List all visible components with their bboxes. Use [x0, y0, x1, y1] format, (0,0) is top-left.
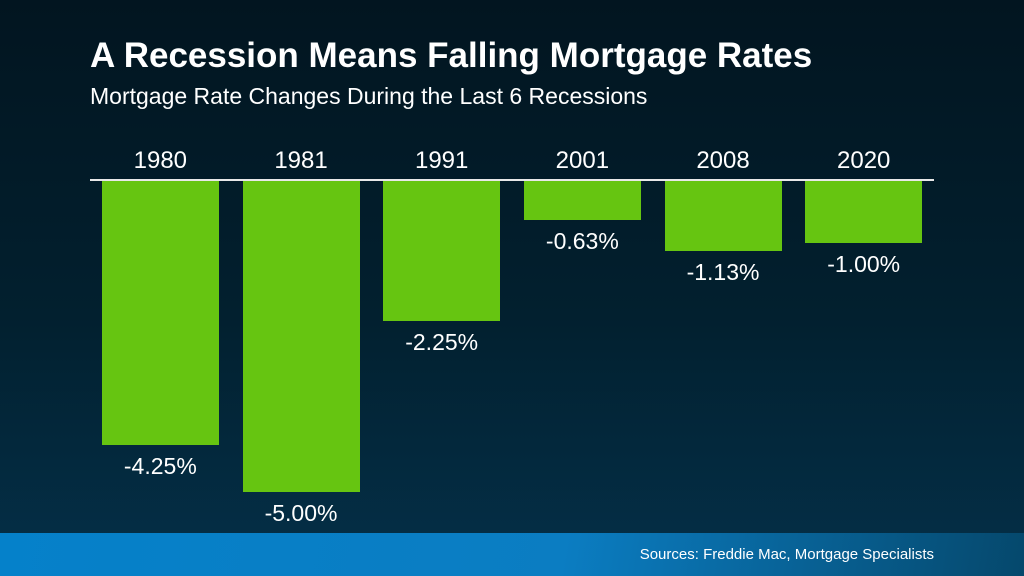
- value-label: -1.00%: [827, 251, 901, 277]
- value-label: -2.25%: [405, 329, 479, 355]
- bar: [523, 181, 641, 220]
- value-label: -1.13%: [686, 259, 760, 285]
- baseline-axis: [90, 179, 934, 181]
- value-label: -5.00%: [264, 500, 338, 526]
- bars-row: -4.25% -5.00% -2.25% -0.63% -1.13% -1.00%: [90, 181, 934, 527]
- years-row: 1980 1981 1991 2001 2008 2020: [90, 145, 934, 177]
- category-label: 2020: [837, 147, 891, 174]
- value-label: -4.25%: [123, 453, 197, 479]
- bar-group: -0.63%: [512, 181, 653, 255]
- bar: [383, 181, 501, 321]
- bar-group: -1.00%: [793, 181, 934, 278]
- category-label: 2008: [696, 147, 750, 174]
- bar: [805, 181, 923, 243]
- bar-group: -4.25%: [90, 181, 231, 480]
- bar-chart: 1980 1981 1991 2001 2008 2020 -4.25% -5.00% -2.…: [90, 145, 934, 527]
- slide-subtitle: Mortgage Rate Changes During the Last 6 …: [90, 83, 648, 109]
- category-label: 1980: [133, 147, 188, 174]
- bar: [242, 181, 360, 492]
- bar-group: -2.25%: [371, 181, 512, 356]
- bar: [664, 181, 782, 251]
- category-label: 2001: [555, 147, 610, 174]
- footer-bar: Sources: Freddie Mac, Mortgage Specialis…: [0, 533, 1024, 576]
- value-label: -0.63%: [545, 228, 619, 254]
- category-label: 1991: [414, 147, 469, 174]
- bar: [101, 181, 219, 445]
- bar-group: -5.00%: [231, 181, 372, 527]
- bar-group: -1.13%: [653, 181, 794, 286]
- category-label: 1981: [274, 147, 328, 174]
- slide-title: A Recession Means Falling Mortgage Rates: [90, 36, 813, 75]
- sources-text: Sources: Freddie Mac, Mortgage Specialis…: [639, 546, 934, 563]
